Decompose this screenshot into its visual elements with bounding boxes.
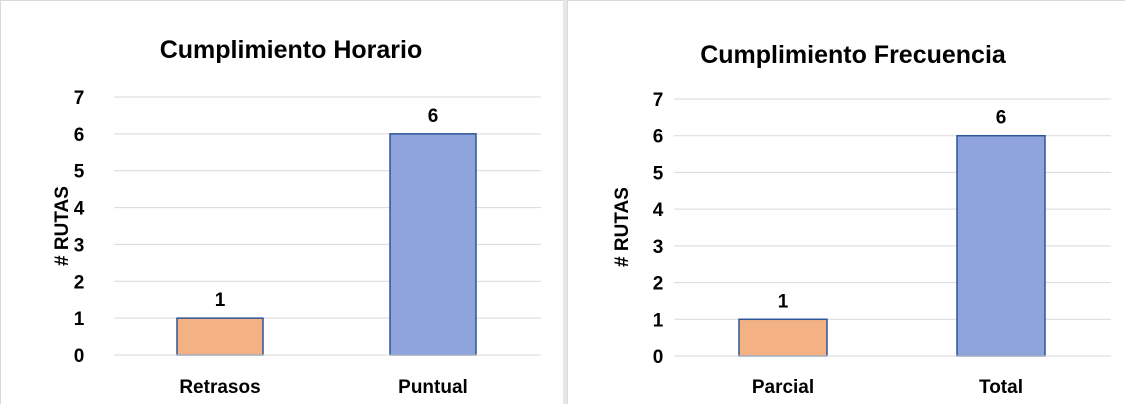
bar-retrasos — [176, 317, 264, 356]
x-category-label: Retrasos — [179, 377, 260, 398]
panel-divider — [563, 0, 567, 404]
y-tick-label: 1 — [74, 309, 85, 330]
bar-chart-horario: Cumplimiento Horario # RUTAS 0 1 2 3 4 5 6 7 1 Re… — [52, 36, 541, 398]
data-label: 1 — [215, 290, 226, 311]
bar-chart-frecuencia: Cumplimiento Frecuencia # RUTAS 0 1 2 3 4 5 6 7… — [612, 41, 1111, 398]
y-tick-label: 2 — [74, 272, 85, 293]
y-tick-label: 3 — [74, 235, 85, 256]
x-category-label: Total — [979, 377, 1023, 398]
chart-title: Cumplimiento Frecuencia — [700, 41, 1007, 69]
y-axis-label: # RUTAS — [52, 186, 73, 266]
y-tick-label: 4 — [74, 199, 85, 220]
y-tick-label: 0 — [653, 347, 664, 368]
bar-total — [956, 134, 1046, 357]
y-tick-label: 6 — [74, 125, 85, 146]
data-label: 6 — [428, 106, 439, 127]
y-tick-label: 7 — [74, 88, 85, 109]
chart-panel-frecuencia: Cumplimiento Frecuencia # RUTAS 0 1 2 3 4 5 6 7… — [567, 0, 1125, 404]
y-axis-label: # RUTAS — [612, 187, 633, 267]
chart-panel-horario: Cumplimiento Horario # RUTAS 0 1 2 3 4 5 6 7 1 Re… — [0, 0, 563, 404]
y-tick-label: 4 — [653, 200, 664, 221]
y-tick-label: 2 — [653, 274, 664, 295]
chart-title: Cumplimiento Horario — [160, 36, 423, 64]
data-label: 1 — [778, 291, 789, 312]
y-tick-label: 3 — [653, 237, 664, 258]
y-tick-label: 0 — [74, 346, 85, 367]
y-tick-label: 6 — [653, 127, 664, 148]
y-tick-label: 1 — [653, 310, 664, 331]
bar-puntual — [389, 133, 477, 356]
y-tick-label: 5 — [74, 162, 85, 183]
y-tick-label: 5 — [653, 163, 664, 184]
x-category-label: Puntual — [398, 377, 468, 398]
y-tick-label: 7 — [653, 90, 664, 111]
data-label: 6 — [996, 108, 1007, 129]
bar-parcial — [738, 318, 828, 357]
x-category-label: Parcial — [752, 377, 814, 398]
